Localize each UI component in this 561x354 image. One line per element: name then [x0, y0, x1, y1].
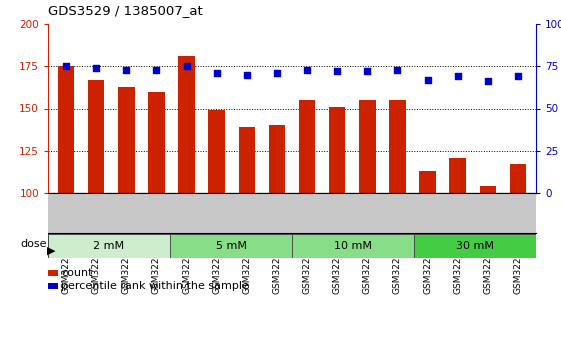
Point: [302, 67, 311, 73]
Point: [513, 74, 522, 79]
Point: [91, 65, 100, 71]
Bar: [118, 86, 135, 193]
Bar: [238, 127, 255, 193]
Bar: [414, 234, 536, 258]
Point: [423, 77, 432, 82]
Point: [182, 63, 191, 69]
Point: [363, 68, 372, 74]
Point: [393, 67, 402, 73]
Bar: [178, 56, 195, 193]
Text: percentile rank within the sample: percentile rank within the sample: [62, 281, 249, 291]
Bar: [389, 100, 406, 193]
Bar: [148, 92, 165, 193]
Bar: [509, 164, 526, 193]
Point: [484, 79, 493, 84]
Text: count: count: [62, 268, 93, 278]
Point: [62, 63, 71, 69]
Bar: [329, 107, 346, 193]
Bar: [88, 80, 104, 193]
Bar: [58, 66, 75, 193]
Bar: [269, 125, 285, 193]
Text: 10 mM: 10 mM: [334, 241, 372, 251]
Bar: [359, 100, 376, 193]
Bar: [419, 171, 436, 193]
Point: [152, 67, 161, 73]
Point: [273, 70, 282, 76]
Text: dose: dose: [20, 239, 47, 249]
Text: 30 mM: 30 mM: [456, 241, 494, 251]
Bar: [292, 234, 414, 258]
Point: [212, 70, 221, 76]
Text: 2 mM: 2 mM: [94, 241, 125, 251]
Text: GDS3529 / 1385007_at: GDS3529 / 1385007_at: [48, 4, 203, 17]
Point: [242, 72, 251, 78]
Bar: [449, 158, 466, 193]
Bar: [299, 100, 315, 193]
Bar: [170, 234, 292, 258]
Text: ▶: ▶: [48, 246, 56, 256]
Point: [453, 74, 462, 79]
Point: [122, 67, 131, 73]
Point: [333, 68, 342, 74]
Bar: [480, 186, 496, 193]
Bar: [48, 234, 170, 258]
Bar: [208, 110, 225, 193]
Text: 5 mM: 5 mM: [215, 241, 246, 251]
